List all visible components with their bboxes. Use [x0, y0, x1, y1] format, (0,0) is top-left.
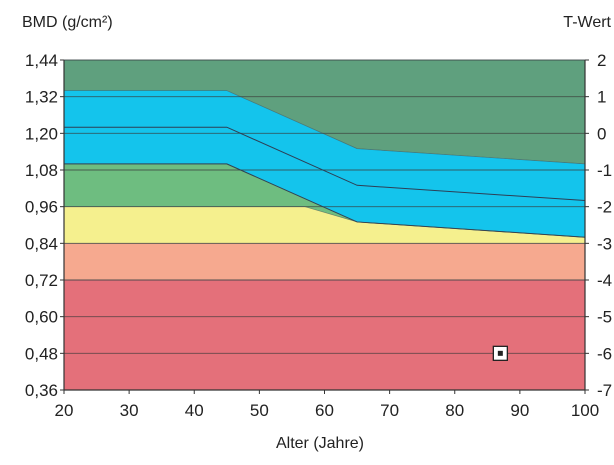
band-boundary-4: [64, 90, 586, 165]
lines-layer: [64, 59, 586, 281]
y-right-tick-label: -5: [597, 308, 612, 327]
y-right-tick-label: 0: [597, 124, 606, 143]
band-boundary-3: [64, 163, 586, 238]
band-0: [64, 280, 585, 390]
x-axis-title: Alter (Jahre): [276, 435, 364, 452]
y-right-tick-label: -6: [597, 344, 612, 363]
patient-measurement-point-core: [497, 350, 503, 356]
band-3: [64, 163, 585, 238]
points-layer: [492, 345, 508, 361]
y-left-tick-label: 1,20: [25, 124, 58, 143]
y-right-tick-label: -2: [597, 198, 612, 217]
y-left-tick-label: 0,96: [25, 198, 58, 217]
y-left-tick-label: 1,32: [25, 88, 58, 107]
y-right-tick-label: 2: [597, 51, 606, 70]
x-tick-label: 90: [510, 401, 529, 420]
x-tick-label: 80: [445, 401, 464, 420]
y-right-tick-label: -4: [597, 271, 612, 290]
x-tick-label: 40: [185, 401, 204, 420]
y-left-tick-label: 1,08: [25, 161, 58, 180]
x-tick-label: 70: [380, 401, 399, 420]
bands-layer: [64, 60, 585, 390]
y-right-tick-label: -3: [597, 234, 612, 253]
y-right-tick-label: -7: [597, 381, 612, 400]
ticks-layer: 0,36 0,48 0,60 0,72 0,84 0,96 1,08 1,20 1,32 1,44…: [25, 51, 612, 420]
y-left-tick-label: 0,60: [25, 308, 58, 327]
x-tick-label: 30: [120, 401, 139, 420]
y-left-tick-label: 0,72: [25, 271, 58, 290]
y-right-tick-label: -1: [597, 161, 612, 180]
y-right-tick-label: 1: [597, 88, 606, 107]
y-left-tick-label: 0,84: [25, 234, 58, 253]
y-left-tick-label: 0,36: [25, 381, 58, 400]
y-left-tick-label: 0,48: [25, 344, 58, 363]
y-axis-left-title: BMD (g/cm²): [22, 14, 113, 31]
band-1: [64, 243, 585, 280]
x-tick-label: 60: [315, 401, 334, 420]
band-5: [64, 60, 585, 164]
band-2: [64, 206, 585, 244]
y-axis-right-title: T-Wert: [563, 14, 611, 31]
reference-line-0: [64, 126, 586, 202]
y-left-tick-label: 1,44: [25, 51, 58, 70]
x-tick-label: 20: [55, 401, 74, 420]
x-tick-label: 50: [250, 401, 269, 420]
x-tick-label: 100: [571, 401, 599, 420]
